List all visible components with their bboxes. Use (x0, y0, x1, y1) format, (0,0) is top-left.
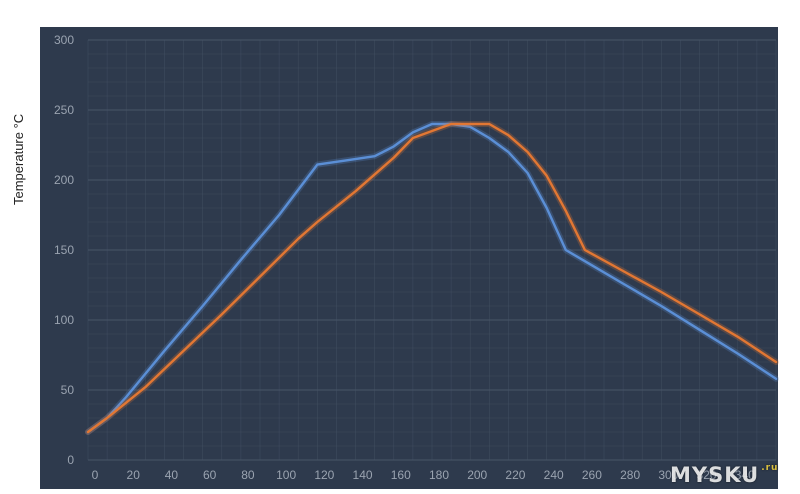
x-tick-label: 320 (697, 468, 717, 482)
watermark-suffix: .ru (761, 463, 779, 473)
y-tick-label: 150 (54, 243, 74, 257)
x-tick-label: 220 (505, 468, 525, 482)
x-tick-label: 40 (165, 468, 179, 482)
x-tick-label: 160 (391, 468, 411, 482)
y-tick-label: 250 (54, 103, 74, 117)
plot-background (40, 27, 778, 489)
x-tick-label: 140 (353, 468, 373, 482)
x-tick-label: 300 (658, 468, 678, 482)
x-tick-label: 340 (735, 468, 755, 482)
series-line-orange (86, 122, 778, 434)
x-tick-label: 240 (544, 468, 564, 482)
x-tick-label: 280 (620, 468, 640, 482)
y-axis-label: Temperature °C (11, 113, 26, 205)
y-tick-label: 100 (54, 313, 74, 327)
x-tick-label: 180 (429, 468, 449, 482)
x-tick-label: 260 (582, 468, 602, 482)
y-tick-label: 200 (54, 173, 74, 187)
x-tick-label: 80 (241, 468, 255, 482)
x-tick-label: 120 (314, 468, 334, 482)
watermark-logo: MYSKU .ru (670, 463, 778, 487)
series-line-blue (86, 122, 778, 434)
y-tick-label: 300 (54, 33, 74, 47)
watermark-text: MYSKU (670, 463, 760, 487)
x-tick-label: 0 (92, 468, 99, 482)
x-tick-label: 100 (276, 468, 296, 482)
x-tick-label: 20 (127, 468, 141, 482)
x-tick-label: 60 (203, 468, 217, 482)
y-tick-label: 0 (67, 453, 74, 467)
y-tick-label: 50 (61, 383, 75, 397)
x-tick-label: 200 (467, 468, 487, 482)
